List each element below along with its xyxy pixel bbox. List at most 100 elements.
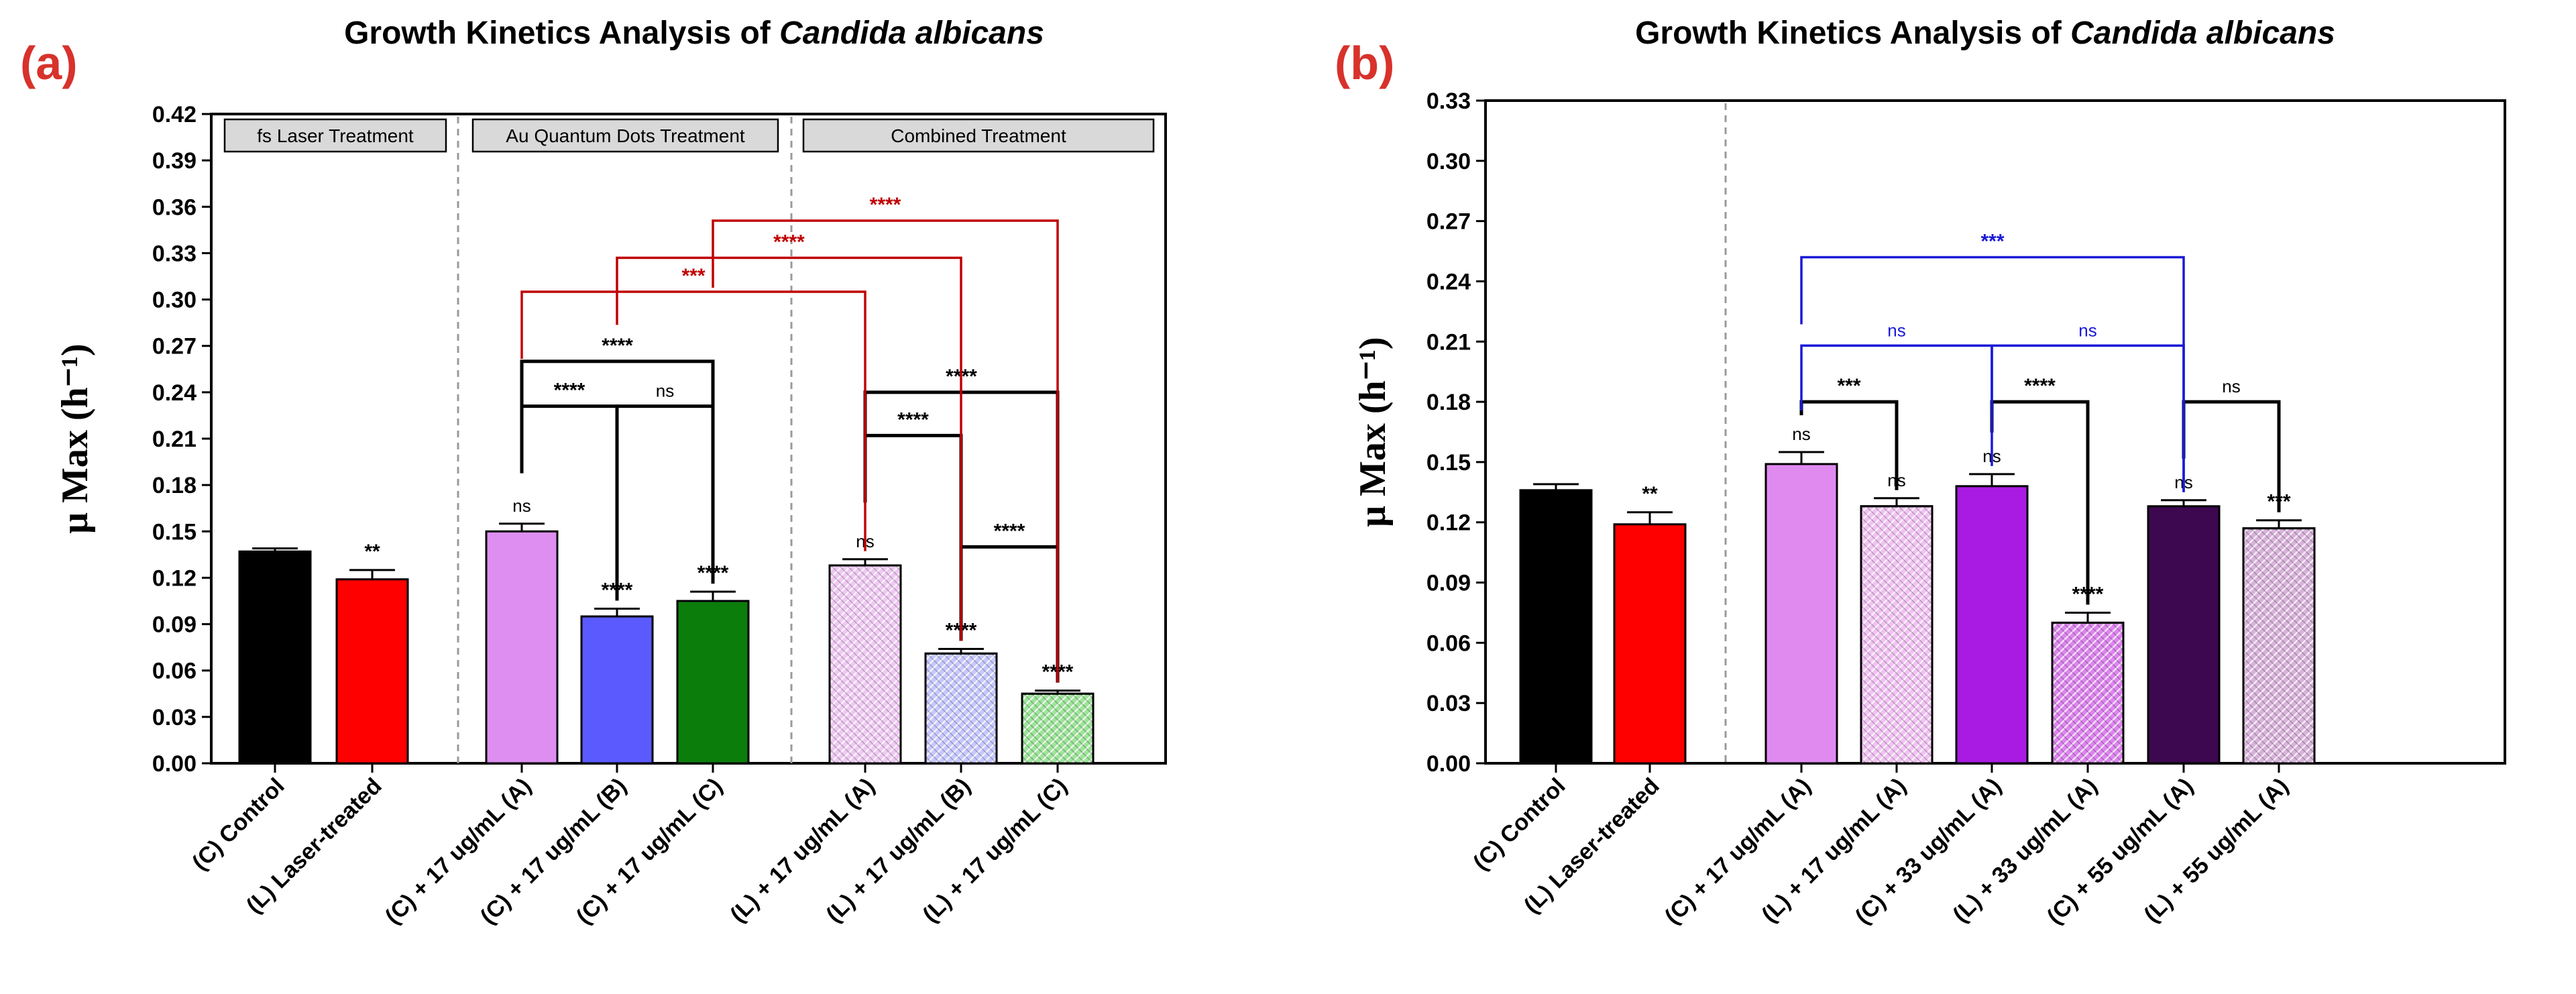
b-bracket-line [2182, 400, 2281, 512]
b-comparison-bracket: *** [1800, 231, 2185, 492]
a-ytick-label: 0.15 [152, 519, 197, 545]
a-bracket-line [520, 404, 619, 601]
panel-b-title-prefix: Growth Kinetics Analysis of [1635, 15, 2070, 51]
a-bracket-line [616, 256, 962, 641]
b-bracket-label: ns [2222, 376, 2240, 396]
panel-b-title-italic: Candida albicans [2070, 15, 2335, 51]
b-bracket-label: ns [1887, 320, 1905, 340]
b-bar [2147, 505, 2221, 765]
a-bar-significance: ns [512, 496, 530, 516]
b-ytick-label: 0.27 [1426, 209, 1471, 235]
a-comparison-bracket: ns [615, 381, 715, 584]
b-ylabel: μ Max (h⁻¹) [1352, 337, 1394, 527]
a-section-label: Au Quantum Dots Treatment [506, 125, 745, 146]
b-ytick-label: 0.15 [1426, 450, 1471, 476]
panel-a-label: (a) [20, 37, 78, 89]
b-bar-hatch [2051, 621, 2125, 765]
a-comparison-bracket: **** [712, 194, 1059, 683]
a-bar-hatch [828, 564, 902, 765]
panel-a-title-italic: Candida albicans [779, 15, 1044, 51]
b-category-label: (C) Control [1468, 773, 1570, 875]
a-category-label: (C) Control [187, 773, 289, 875]
a-ytick-label: 0.09 [152, 612, 197, 638]
a-ytick-label: 0.21 [152, 427, 197, 452]
panel-b-title: Growth Kinetics Analysis of Candida albi… [1635, 15, 2335, 51]
panel-b-label: (b) [1335, 37, 1394, 89]
a-bracket-label: **** [773, 231, 805, 253]
a-bracket-label: **** [994, 520, 1025, 542]
a-bar [676, 600, 750, 765]
b-bar-hatch [2242, 527, 2316, 765]
b-bar-significance: ns [1792, 424, 1810, 444]
a-ytick-label: 0.36 [152, 195, 197, 220]
b-ytick-label: 0.21 [1426, 329, 1471, 355]
panel-a-title: Growth Kinetics Analysis of Candida albi… [344, 15, 1044, 51]
a-ytick-label: 0.30 [152, 288, 197, 313]
a-bracket-label: **** [602, 335, 633, 357]
panel-a: (a) Growth Kinetics Analysis of Candida … [20, 15, 1167, 930]
a-bracket-label: **** [870, 194, 901, 216]
a-section-box [223, 118, 447, 153]
b-bar [1955, 485, 2029, 765]
a-bar-hatch [1021, 692, 1095, 765]
b-ytick-label: 0.33 [1426, 89, 1471, 114]
b-ytick-label: 0.24 [1426, 269, 1471, 294]
a-bar [580, 615, 654, 765]
b-bar [1765, 463, 1838, 765]
a-ytick-label: 0.42 [152, 102, 197, 127]
a-ytick-label: 0.33 [152, 241, 197, 266]
a-ytick-label: 0.39 [152, 148, 197, 174]
b-bar [1519, 489, 1593, 765]
a-ytick-label: 0.27 [152, 334, 197, 360]
a-section-box [471, 118, 779, 153]
b-bar-hatch [1860, 505, 1934, 765]
a-bracket-label: *** [681, 265, 705, 287]
b-bracket-label: **** [2024, 375, 2056, 397]
b-ytick-label: 0.18 [1426, 390, 1471, 415]
a-ytick-label: 0.00 [152, 751, 197, 777]
a-bracket-label: **** [897, 408, 929, 431]
b-bracket-label: ns [2078, 320, 2096, 340]
a-bracket-line [520, 360, 715, 584]
a-section-label: fs Laser Treatment [257, 125, 414, 146]
a-comparison-bracket: **** [520, 335, 715, 584]
a-section-box [802, 118, 1155, 153]
panel-a-title-prefix: Growth Kinetics Analysis of [344, 15, 779, 51]
a-ytick-label: 0.24 [152, 380, 197, 406]
b-bracket-line [1800, 256, 2185, 492]
b-bracket-label: *** [1980, 231, 2004, 253]
plot-a: 0.00 0.03 0.06 0.09 0.12 0.15 0.18 0.21 0.24 0.27… [54, 102, 1167, 930]
a-bracket-line [615, 404, 715, 584]
a-section-label: Combined Treatment [891, 125, 1066, 146]
a-ylabel: μ Max (h⁻¹) [54, 343, 96, 533]
a-bar-hatch [924, 652, 998, 765]
a-bracket-line [520, 290, 866, 551]
a-ytick-label: 0.18 [152, 473, 197, 498]
b-ytick-label: 0.12 [1426, 510, 1471, 536]
b-ytick-label: 0.06 [1426, 630, 1471, 656]
a-bracket-line [712, 219, 1059, 683]
b-bar-significance: ** [1642, 483, 1658, 505]
a-comparison-bracket: **** [520, 380, 619, 601]
a-bracket-label: **** [554, 380, 585, 402]
a-comparison-bracket: **** [616, 231, 962, 641]
plot-b: 0.00 0.03 0.06 0.09 0.12 0.15 0.18 0.21 0.24 0.27… [1352, 89, 2506, 930]
a-ytick-label: 0.03 [152, 705, 197, 730]
b-bracket-label: *** [1837, 375, 1860, 397]
a-ytick-label: 0.12 [152, 565, 197, 591]
b-ytick-label: 0.03 [1426, 691, 1471, 716]
a-bracket-label: ns [656, 381, 674, 401]
panel-b: (b) Growth Kinetics Analysis of Candida … [1335, 15, 2506, 930]
b-bar [1613, 523, 1687, 765]
a-bar [335, 578, 409, 765]
b-ytick-label: 0.09 [1426, 571, 1471, 596]
a-ytick-label: 0.06 [152, 659, 197, 684]
a-bar-significance: ** [364, 541, 380, 563]
a-comparison-bracket: *** [520, 265, 866, 551]
b-ytick-label: 0.30 [1426, 149, 1471, 174]
b-ytick-label: 0.00 [1426, 751, 1471, 777]
a-bar [238, 550, 312, 765]
a-bar [485, 530, 559, 765]
b-comparison-bracket: ns [2182, 376, 2281, 512]
